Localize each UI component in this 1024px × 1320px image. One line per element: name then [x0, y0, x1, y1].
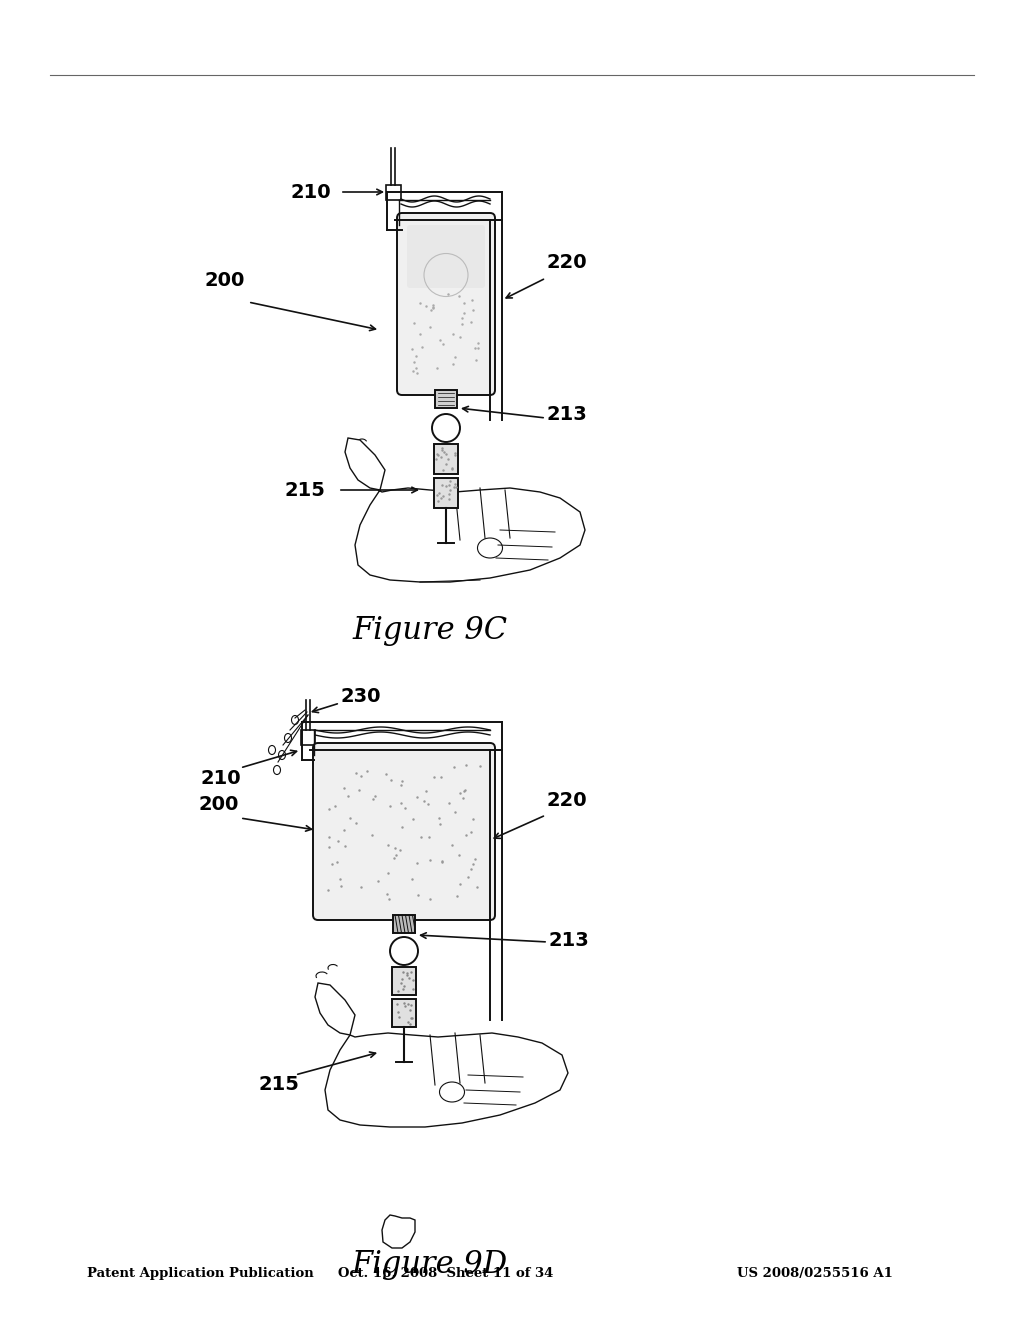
- Text: 215: 215: [258, 1076, 299, 1094]
- Text: Patent Application Publication: Patent Application Publication: [87, 1267, 313, 1279]
- Text: 230: 230: [340, 688, 381, 706]
- Polygon shape: [325, 1034, 568, 1127]
- Text: 213: 213: [548, 931, 589, 949]
- Text: 210: 210: [200, 768, 241, 788]
- Ellipse shape: [273, 766, 281, 775]
- Text: 213: 213: [546, 405, 587, 425]
- Ellipse shape: [268, 746, 275, 755]
- Bar: [386, 185, 401, 201]
- Bar: [435, 389, 457, 408]
- Text: 215: 215: [285, 480, 326, 499]
- Polygon shape: [382, 1214, 415, 1247]
- Bar: [393, 915, 415, 933]
- Text: 220: 220: [546, 252, 587, 272]
- Bar: [392, 968, 416, 995]
- Ellipse shape: [279, 751, 286, 759]
- Bar: [434, 478, 458, 508]
- Text: US 2008/0255516 A1: US 2008/0255516 A1: [737, 1267, 893, 1279]
- Text: Figure 9C: Figure 9C: [352, 615, 508, 645]
- Bar: [434, 444, 458, 474]
- Text: 200: 200: [205, 271, 246, 289]
- Polygon shape: [315, 983, 355, 1035]
- Text: Figure 9D: Figure 9D: [352, 1250, 508, 1280]
- Text: 200: 200: [198, 796, 239, 814]
- FancyBboxPatch shape: [407, 224, 485, 288]
- Ellipse shape: [292, 715, 299, 725]
- Text: 210: 210: [290, 182, 331, 202]
- Ellipse shape: [285, 734, 292, 742]
- Text: 220: 220: [546, 791, 587, 809]
- Polygon shape: [345, 438, 385, 490]
- Text: Oct. 16, 2008  Sheet 11 of 34: Oct. 16, 2008 Sheet 11 of 34: [338, 1267, 553, 1279]
- Polygon shape: [355, 488, 585, 582]
- FancyBboxPatch shape: [313, 743, 495, 920]
- FancyBboxPatch shape: [397, 213, 495, 395]
- Bar: [301, 730, 315, 744]
- Bar: [392, 999, 416, 1027]
